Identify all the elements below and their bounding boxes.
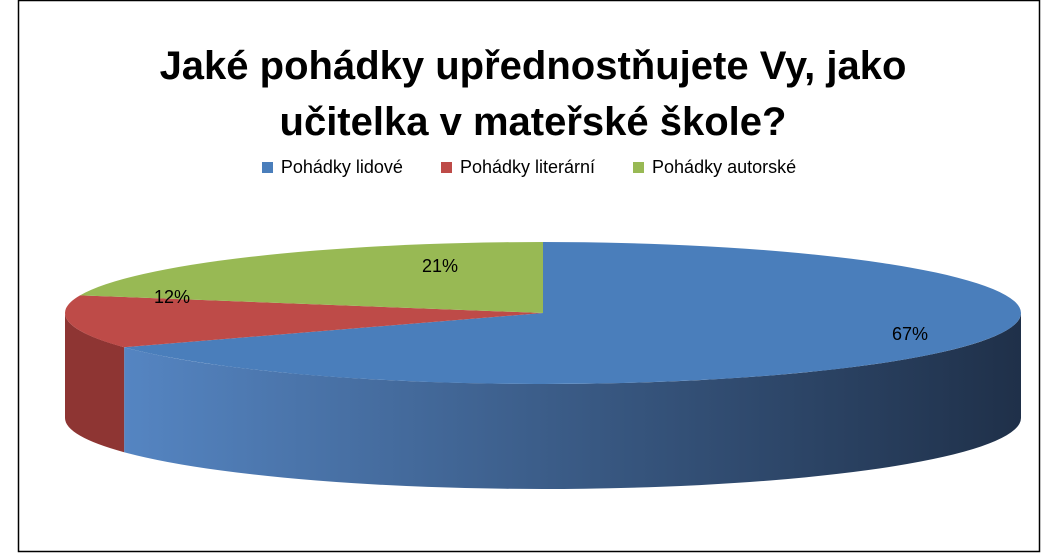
legend-item: Pohádky lidové — [261, 157, 403, 178]
legend-label: Pohádky autorské — [652, 157, 797, 177]
legend-swatch — [261, 162, 273, 173]
legend-swatch — [633, 162, 645, 173]
data-label: 67% — [892, 324, 928, 344]
pie-slice — [124, 242, 1022, 384]
legend: Pohádky lidové Pohádky literární Pohádky a… — [18, 157, 1040, 178]
data-label: 21% — [422, 256, 458, 276]
pie: 67% 12% 21% — [65, 242, 1022, 489]
pie-slice — [80, 242, 544, 313]
legend-label: Pohádky lidové — [280, 157, 403, 177]
legend-item: Pohádky autorské — [633, 157, 796, 178]
legend-item: Pohádky literární — [440, 157, 596, 178]
legend-swatch — [440, 162, 452, 173]
pie-side — [65, 313, 125, 453]
legend-label: Pohádky literární — [459, 157, 596, 177]
chart-border — [17, 0, 1041, 553]
pie-side — [124, 313, 1021, 489]
pie-tops — [65, 242, 1022, 384]
chart-title: Jaké pohádky upřednostňujete Vy, jako uč… — [159, 44, 907, 144]
pie-sides — [65, 313, 1021, 489]
pie-slice — [65, 295, 543, 348]
data-label: 12% — [154, 287, 190, 307]
